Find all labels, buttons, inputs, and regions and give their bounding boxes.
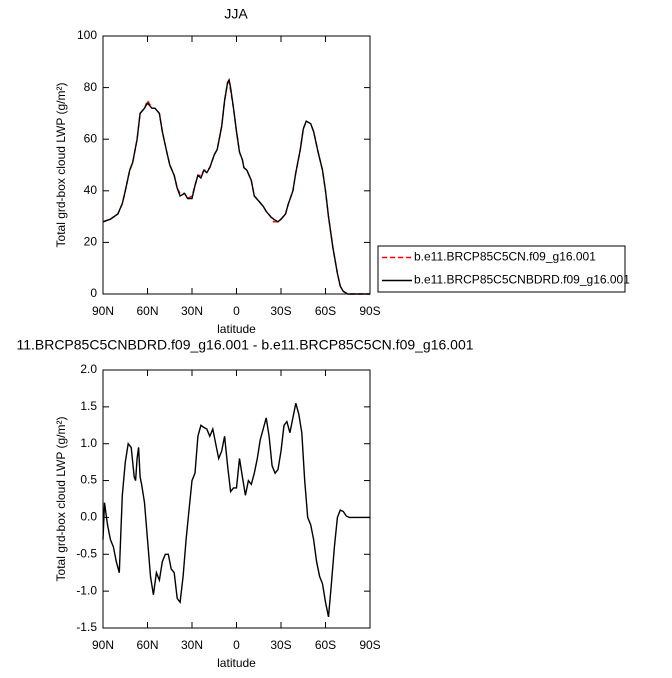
x-axis-label: latitude (217, 656, 256, 670)
chart-title: 11.BRCP85C5CNBDRD.f09_g16.001 - b.e11.BR… (16, 337, 473, 353)
y-tick-label: -0.5 (76, 546, 97, 560)
data-line (102, 403, 370, 618)
y-tick-label: 80 (84, 80, 98, 94)
x-tick-label: 0 (233, 304, 240, 318)
y-tick-label: 20 (84, 235, 98, 249)
legend-label: b.e11.BRCP85C5CN.f09_g16.001 (414, 250, 596, 264)
x-tick-label: 90S (359, 638, 380, 652)
plot-frame (102, 35, 371, 295)
data-line (102, 81, 370, 295)
y-tick-label: 0.5 (80, 473, 97, 487)
chart-title: JJA (224, 6, 248, 22)
y-axis-label: Total grd-box cloud LWP (g/m²) (54, 417, 68, 582)
y-tick-label: 0.0 (80, 510, 97, 524)
x-tick-label: 60S (315, 304, 336, 318)
x-tick-label: 90S (359, 304, 380, 318)
y-tick-label: 100 (77, 28, 97, 42)
y-tick-label: -1.0 (76, 583, 97, 597)
x-tick-label: 30N (181, 638, 203, 652)
y-tick-label: 60 (84, 131, 98, 145)
y-axis-label: Total grd-box cloud LWP (g/m²) (54, 83, 68, 248)
y-tick-label: 40 (84, 183, 98, 197)
x-tick-label: 90N (92, 638, 114, 652)
y-tick-label: -1.5 (76, 620, 97, 634)
x-tick-label: 30S (270, 304, 291, 318)
data-line (102, 77, 370, 295)
x-tick-label: 30N (181, 304, 203, 318)
x-tick-label: 60S (315, 638, 336, 652)
plot-frame (102, 369, 371, 629)
x-axis-label: latitude (217, 322, 256, 336)
x-tick-label: 60N (136, 638, 158, 652)
y-tick-label: 2.0 (80, 362, 97, 376)
legend-label: b.e11.BRCP85C5CNBDRD.f09_g16.001 (414, 273, 630, 287)
y-tick-label: 1.5 (80, 399, 97, 413)
y-tick-label: 1.0 (80, 436, 97, 450)
y-tick-label: 0 (90, 286, 97, 300)
x-tick-label: 90N (92, 304, 114, 318)
x-tick-label: 60N (136, 304, 158, 318)
x-tick-label: 30S (270, 638, 291, 652)
x-tick-label: 0 (233, 638, 240, 652)
legend-box (377, 245, 626, 293)
